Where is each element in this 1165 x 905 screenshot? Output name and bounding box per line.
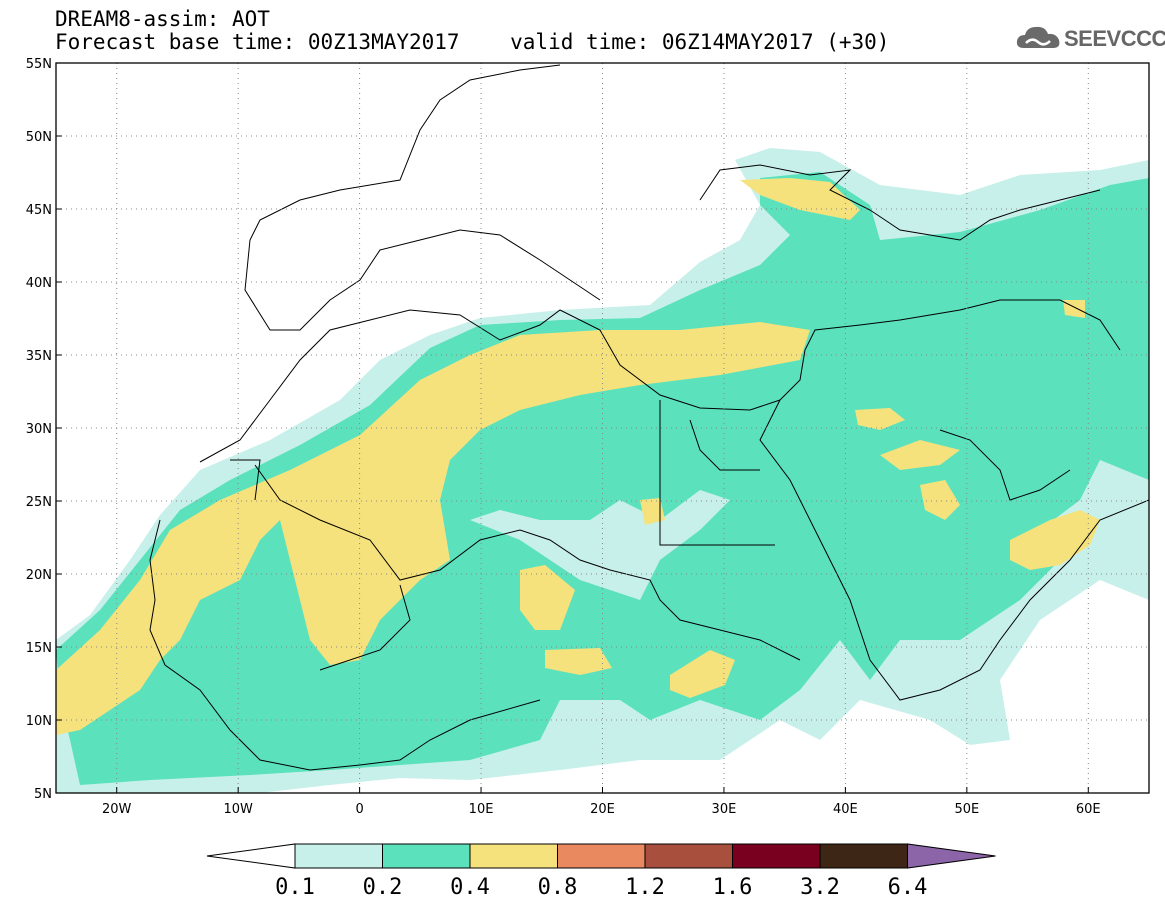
lon-tick-label: 10E (469, 802, 494, 817)
aot-map: 20W 10W 0 10E 20E 30E 40E 50E 60E 55N 50N 45N 40N 35… (26, 57, 1150, 817)
lon-tick-label: 10W (223, 802, 253, 817)
colorbar-swatch (469, 843, 558, 869)
colorbar-label: 0.8 (538, 875, 578, 900)
lat-tick-label: 50N (26, 130, 52, 145)
lon-tick-label: 40E (833, 802, 858, 817)
colorbar-label: 1.6 (713, 875, 753, 900)
colorbar-label: 0.1 (275, 875, 315, 900)
lat-tick-label: 15N (26, 641, 52, 656)
colorbar-under-triangle (206, 843, 296, 869)
lon-tick-label: 50E (954, 802, 979, 817)
colorbar-swatch (557, 843, 646, 869)
lat-tick-label: 35N (26, 349, 52, 364)
lon-tick-label: 20E (590, 802, 615, 817)
colorbar-label: 3.2 (800, 875, 840, 900)
lat-tick-label: 20N (26, 568, 52, 583)
lon-axis: 20W 10W 0 10E 20E 30E 40E 50E 60E (102, 787, 1101, 817)
colorbar-swatch (382, 843, 471, 869)
colorbar-over-triangle (907, 843, 996, 869)
colorbar-label: 1.2 (625, 875, 665, 900)
colorbar: 0.1 0.2 0.4 0.8 1.2 1.6 3.2 6.4 (206, 843, 996, 900)
colorbar-swatch (294, 843, 383, 869)
aot-contour-0.4 (56, 178, 1100, 735)
lon-tick-label: 60E (1076, 802, 1101, 817)
colorbar-label: 6.4 (888, 875, 928, 900)
logo-text: SEEVCCC (1064, 26, 1165, 51)
colorbar-label: 0.2 (363, 875, 403, 900)
seevccc-logo: SEEVCCC (1016, 22, 1165, 58)
colorbar-label: 0.4 (450, 875, 490, 900)
lon-tick-label: 30E (712, 802, 737, 817)
lat-tick-label: 40N (26, 276, 52, 291)
colorbar-swatch (644, 843, 733, 869)
lat-tick-label: 10N (26, 714, 52, 729)
lat-axis: 55N 50N 45N 40N 35N 30N 25N 20N 15N 10N 5N (26, 57, 62, 802)
lat-tick-label: 30N (26, 422, 52, 437)
map-grid (56, 63, 1149, 793)
chart-subtitle: Forecast base time: 00Z13MAY2017 valid t… (55, 30, 890, 54)
chart-title: DREAM8-assim: AOT (55, 7, 270, 31)
lon-tick-label: 20W (102, 802, 132, 817)
colorbar-swatch (732, 843, 821, 869)
lat-tick-label: 5N (34, 787, 52, 802)
lon-tick-label: 0 (355, 802, 363, 817)
lat-tick-label: 55N (26, 57, 52, 72)
coastlines (149, 64, 1149, 771)
colorbar-swatch (819, 843, 908, 869)
cloud-icon (1016, 26, 1060, 48)
lat-tick-label: 25N (26, 495, 52, 510)
lat-tick-label: 45N (26, 203, 52, 218)
